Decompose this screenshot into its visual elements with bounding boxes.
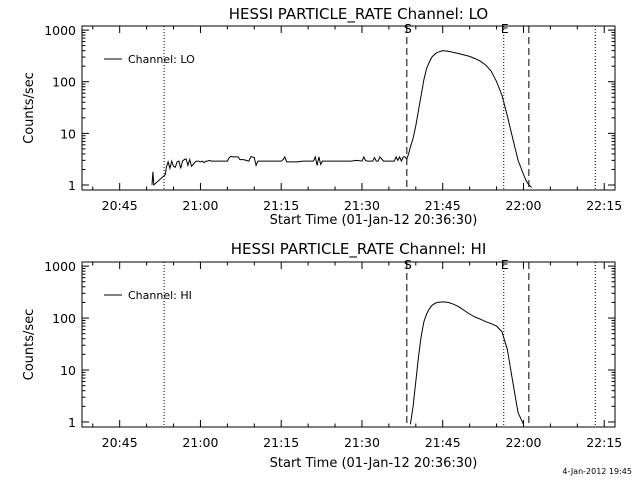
y-tick-label: 100 [52, 75, 76, 90]
x-tick-label: 21:45 [425, 435, 461, 450]
chart-title: HESSI PARTICLE_RATE Channel: LO [229, 5, 488, 24]
x-axis-label: Start Time (01-Jan-12 20:36:30) [270, 213, 478, 228]
y-axis-label: Counts/sec [22, 72, 37, 144]
y-tick-label: 1 [68, 415, 76, 430]
marker-label: E [501, 257, 509, 272]
x-axis-label: Start Time (01-Jan-12 20:36:30) [270, 456, 478, 471]
x-tick-label: 22:00 [505, 435, 541, 450]
y-tick-label: 10 [60, 363, 76, 378]
x-tick-label: 22:00 [505, 198, 541, 213]
x-tick-label: 20:45 [102, 198, 138, 213]
x-tick-label: 21:45 [425, 198, 461, 213]
y-tick-label: 1000 [44, 259, 76, 274]
x-tick-label: 20:45 [102, 435, 138, 450]
series-line [151, 50, 532, 188]
x-tick-label: 21:30 [344, 198, 380, 213]
x-tick-label: 21:15 [263, 435, 299, 450]
footer-timestamp: 4-Jan-2012 19:45 [562, 467, 632, 476]
plot-frame [81, 25, 616, 191]
panel-hi: HESSI PARTICLE_RATE Channel: HI 1 10 100 100… [22, 240, 622, 471]
marker-label: S [404, 21, 412, 36]
y-tick-label: 10 [60, 126, 76, 141]
x-tick-label: 21:00 [182, 435, 218, 450]
chart-title: HESSI PARTICLE_RATE Channel: HI [231, 240, 487, 259]
legend-label: Channel: LO [128, 53, 195, 66]
y-tick-label: 1000 [44, 23, 76, 38]
y-tick-label: 1 [68, 178, 76, 193]
series-line [409, 301, 524, 425]
x-tick-label: 21:00 [182, 198, 218, 213]
marker-label: E [501, 21, 509, 36]
y-tick-label: 100 [52, 311, 76, 326]
x-tick-label: 21:15 [263, 198, 299, 213]
y-axis-label: Counts/sec [22, 309, 37, 381]
panel-lo: HESSI PARTICLE_RATE Channel: LO 1 10 100 100… [22, 5, 622, 228]
legend-label: Channel: HI [128, 289, 192, 302]
marker-label: S [404, 257, 412, 272]
x-tick-label: 21:30 [344, 435, 380, 450]
plot-frame [81, 261, 616, 428]
x-tick-label: 22:15 [586, 435, 622, 450]
x-tick-label: 22:15 [586, 198, 622, 213]
